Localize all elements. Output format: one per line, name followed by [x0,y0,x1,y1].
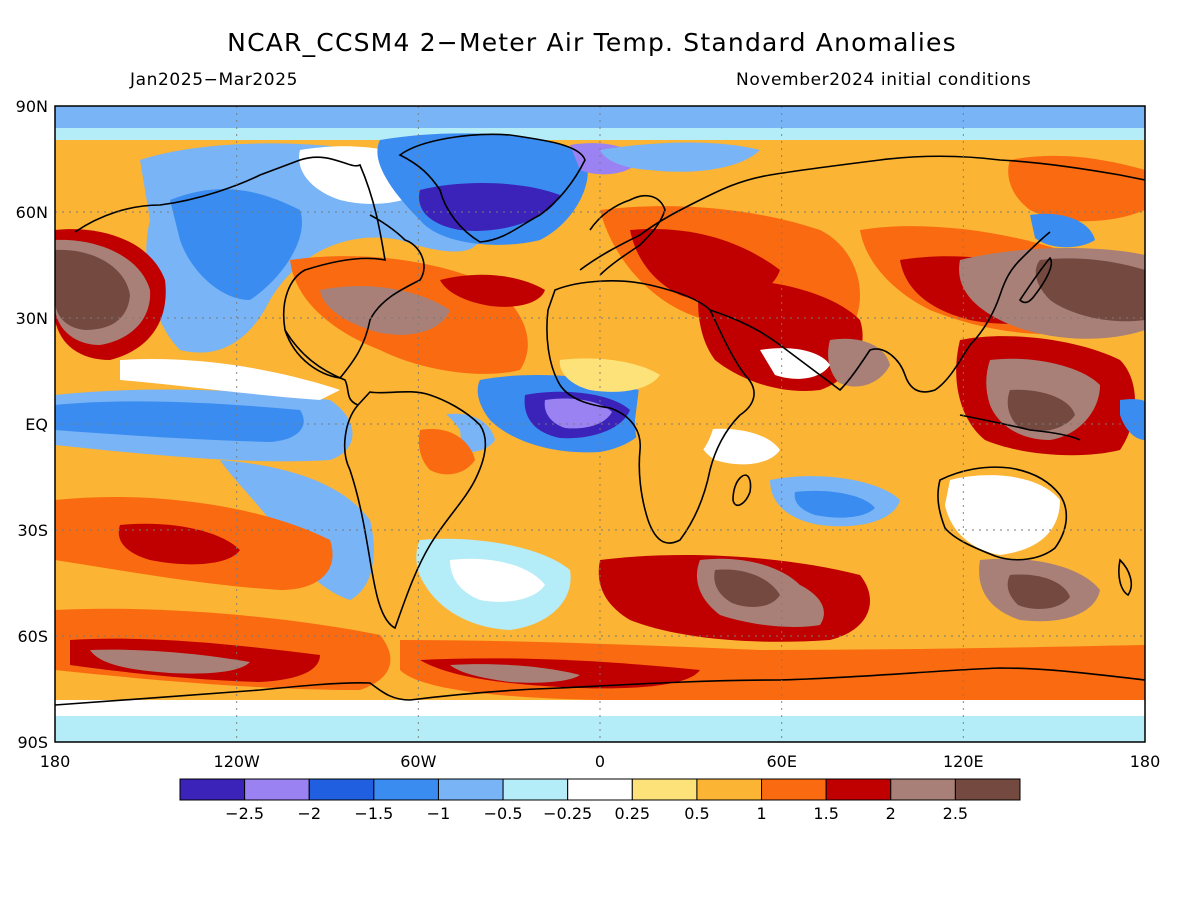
colorbar-swatch [825,778,892,801]
coastlines [55,133,1145,706]
colorbar-swatch [696,778,763,801]
indonesia-coast [959,414,1081,441]
colorbar-label: 0.5 [684,804,709,823]
colorbar-label: 2 [886,804,896,823]
colorbar-label: −0.5 [484,804,523,823]
asia-south-coast [709,231,1051,393]
colorbar-swatch [890,778,956,801]
lon-label: 120E [943,752,984,771]
lat-label: 30S [17,521,48,540]
latitude-axis: 90N 60N 30N EQ 30S 60S 90S [16,97,48,752]
lon-label: 180 [1130,752,1161,771]
colorbar-label: −2 [297,804,321,823]
colorbar-label: 1 [756,804,766,823]
lat-label: 60N [16,203,48,222]
colorbar-label: 2.5 [943,804,968,823]
lat-label: EQ [25,415,48,434]
colorbar-swatch [502,778,569,801]
lat-label: 60S [17,627,48,646]
europe-coast [589,194,666,276]
australia-coast [937,466,1068,561]
initial-conditions: November2024 initial conditions [736,70,1032,90]
colorbar-label: −0.25 [543,804,592,823]
colorbar-swatch [954,778,1021,801]
colorbar-swatch [761,778,827,801]
lon-label: 60W [400,752,436,771]
lon-label: 180 [40,752,71,771]
lat-label: 90N [16,97,48,116]
colorbar-swatch [437,778,504,801]
map-frame [54,105,1146,743]
colorbar-legend: −2.5 −2 −1.5 −1 −0.5 −0.25 0.25 0.5 1 1.5 2 2.5 [179,778,1021,823]
colorbar-swatch [308,778,375,801]
colorbar-label: −2.5 [225,804,264,823]
south-america-coast [343,390,487,630]
colorbar-swatch [567,778,633,801]
map-title: NCAR_CCSM4 2−Meter Air Temp. Standard An… [227,28,957,57]
colorbar-label: −1 [427,804,451,823]
colorbar-swatch [631,778,698,801]
colorbar-swatch [373,778,439,801]
central-america-coast [284,329,359,406]
eurasia-coast [579,155,1145,271]
colorbar-label: 1.5 [813,804,838,823]
colorbar-label: −1.5 [354,804,393,823]
forecast-period: Jan2025−Mar2025 [130,70,299,90]
graticule [55,106,1145,742]
greenland-coast [398,133,586,243]
colorbar-label: 0.25 [614,804,650,823]
madagascar-coast [732,474,752,507]
lat-label: 30N [16,309,48,328]
north-america-coast [74,156,425,379]
new-zealand-coast [1118,558,1132,597]
japan-coast [1018,256,1053,304]
lon-label: 120W [214,752,261,771]
lon-label: 60E [766,752,796,771]
colorbar-swatch [179,778,246,801]
antarctica-coast [55,667,1145,706]
colorbar-swatch [244,778,310,801]
africa-coast [546,280,755,544]
lon-label: 0 [595,752,605,771]
longitude-axis: 180 120W 60W 0 60E 120E 180 [40,752,1161,771]
lat-label: 90S [17,733,48,752]
